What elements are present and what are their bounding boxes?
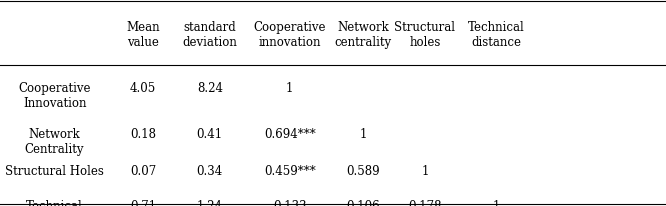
Text: 1: 1	[286, 82, 294, 95]
Text: 0.133: 0.133	[273, 200, 306, 206]
Text: Cooperative
innovation: Cooperative innovation	[254, 21, 326, 49]
Text: 0.459***: 0.459***	[264, 165, 316, 178]
Text: Technical
distance: Technical distance	[468, 21, 525, 49]
Text: 8.24: 8.24	[196, 82, 223, 95]
Text: Network
Centrality: Network Centrality	[25, 128, 85, 156]
Text: 1.24: 1.24	[196, 200, 223, 206]
Text: 0.589: 0.589	[346, 165, 380, 178]
Text: 1: 1	[421, 165, 429, 178]
Text: Technical
Distance: Technical Distance	[26, 200, 83, 206]
Text: 0.18: 0.18	[130, 128, 157, 141]
Text: Structural
holes: Structural holes	[394, 21, 456, 49]
Text: Mean
value: Mean value	[127, 21, 160, 49]
Text: Structural Holes: Structural Holes	[5, 165, 104, 178]
Text: 1: 1	[492, 200, 500, 206]
Text: 0.106: 0.106	[346, 200, 380, 206]
Text: 0.07: 0.07	[130, 165, 157, 178]
Text: Cooperative
Innovation: Cooperative Innovation	[19, 82, 91, 110]
Text: 0.34: 0.34	[196, 165, 223, 178]
Text: 0.178: 0.178	[408, 200, 442, 206]
Text: 0.41: 0.41	[196, 128, 223, 141]
Text: 4.05: 4.05	[130, 82, 157, 95]
Text: 0.694***: 0.694***	[264, 128, 316, 141]
Text: Network
centrality: Network centrality	[334, 21, 392, 49]
Text: standard
deviation: standard deviation	[182, 21, 237, 49]
Text: 1: 1	[359, 128, 367, 141]
Text: 0.71: 0.71	[130, 200, 157, 206]
